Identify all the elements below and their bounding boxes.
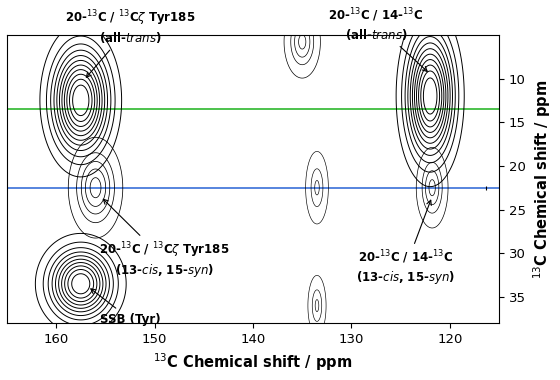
Text: SSB (Tyr): SSB (Tyr)	[91, 289, 160, 326]
Y-axis label: $^{13}$C Chemical shift / ppm: $^{13}$C Chemical shift / ppm	[531, 79, 553, 279]
Text: 20-$^{13}$C / $^{13}$C$\zeta$ Tyr185
(all-$\it{trans}$): 20-$^{13}$C / $^{13}$C$\zeta$ Tyr185 (al…	[65, 8, 195, 77]
Text: 20-$^{13}$C / $^{13}$C$\zeta$ Tyr185
(13-$\it{cis}$, 15-$\it{syn}$): 20-$^{13}$C / $^{13}$C$\zeta$ Tyr185 (13…	[99, 199, 230, 279]
Text: 20-$^{13}$C / 14-$^{13}$C
(all-$\it{trans}$): 20-$^{13}$C / 14-$^{13}$C (all-$\it{tran…	[328, 7, 427, 71]
X-axis label: $^{13}$C Chemical shift / ppm: $^{13}$C Chemical shift / ppm	[153, 352, 353, 373]
Text: 20-$^{13}$C / 14-$^{13}$C
(13-$\it{cis}$, 15-$\it{syn}$): 20-$^{13}$C / 14-$^{13}$C (13-$\it{cis}$…	[356, 200, 455, 286]
